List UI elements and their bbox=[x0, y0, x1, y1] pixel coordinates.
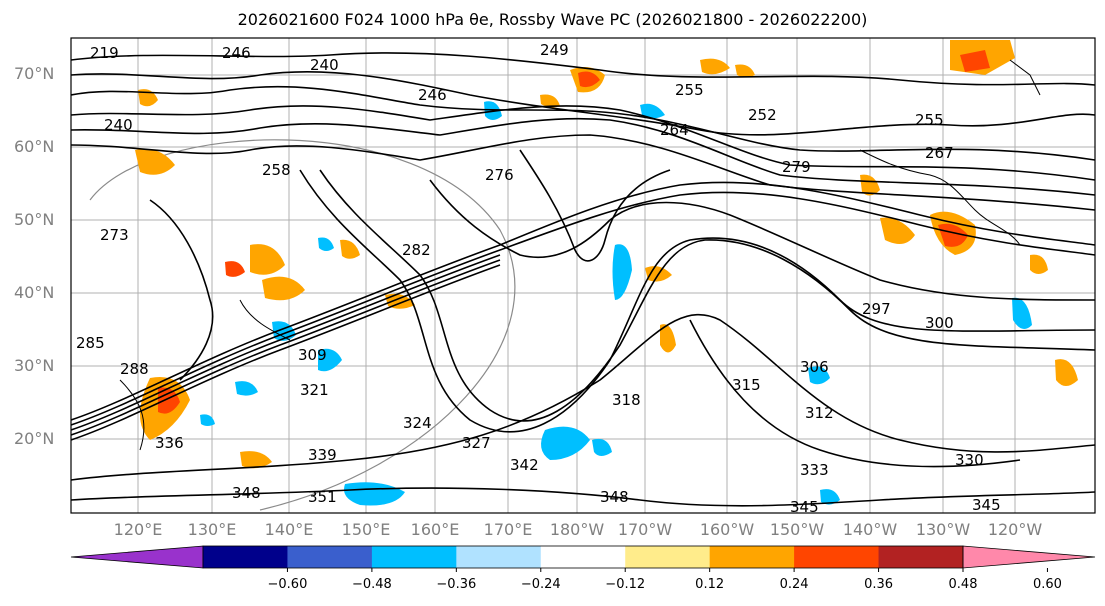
theta-e-contours bbox=[71, 52, 1095, 507]
contour-label: 273 bbox=[100, 226, 129, 244]
contour-label: 258 bbox=[262, 161, 291, 179]
contour-label: 219 bbox=[90, 44, 119, 62]
colorbar-tick-label: −0.36 bbox=[436, 577, 477, 592]
colorbar-segment bbox=[70, 545, 204, 569]
lon-label: 140°E bbox=[264, 520, 314, 539]
map-title: 2026021600 F024 1000 hPa θe, Rossby Wave… bbox=[237, 10, 868, 29]
colorbar-segment bbox=[625, 546, 711, 568]
contour-label: 333 bbox=[800, 461, 829, 479]
lat-label: 40°N bbox=[14, 283, 55, 302]
lon-label: 140°W bbox=[842, 520, 898, 539]
contour-label: 345 bbox=[972, 496, 1001, 514]
contour-label: 348 bbox=[600, 488, 629, 506]
lon-label: 180°W bbox=[549, 520, 605, 539]
lon-label: 170°E bbox=[483, 520, 533, 539]
lat-label: 20°N bbox=[14, 429, 55, 448]
contour-label: 324 bbox=[403, 414, 432, 432]
contour-label: 318 bbox=[612, 391, 641, 409]
lon-label: 160°E bbox=[410, 520, 460, 539]
contour-label: 315 bbox=[732, 376, 761, 394]
colorbar-tick-label: −0.60 bbox=[267, 577, 308, 592]
lon-label: 150°E bbox=[341, 520, 391, 539]
contour-label: 246 bbox=[418, 86, 447, 104]
contour-label: 351 bbox=[308, 488, 337, 506]
colorbar-tick-label: 0.24 bbox=[779, 577, 809, 592]
lon-label: 130°W bbox=[915, 520, 971, 539]
contour-label: 342 bbox=[510, 456, 539, 474]
colorbar-tick-label: 0.60 bbox=[1032, 577, 1062, 592]
lat-label: 70°N bbox=[14, 64, 55, 83]
contour-label: 276 bbox=[485, 166, 514, 184]
contour-label: 321 bbox=[300, 381, 329, 399]
lon-label: 130°E bbox=[187, 520, 237, 539]
contour-label: 330 bbox=[955, 451, 984, 469]
contour-label: 246 bbox=[222, 44, 251, 62]
lat-label: 30°N bbox=[14, 356, 55, 375]
colorbar-segment bbox=[709, 546, 795, 568]
lon-label: 160°W bbox=[699, 520, 755, 539]
contour-label: 309 bbox=[298, 346, 327, 364]
contour-labels: 246 240 249 246 240 255 252 255 267 258 … bbox=[76, 41, 1001, 516]
lon-label: 120°E bbox=[113, 520, 163, 539]
colorbar-segment bbox=[456, 546, 542, 568]
contour-label: 264 bbox=[660, 121, 689, 139]
contour-label: 339 bbox=[308, 446, 337, 464]
map-panel: 246 240 249 246 240 255 252 255 267 258 … bbox=[70, 37, 1096, 516]
contour-label: 345 bbox=[790, 498, 819, 516]
colorbar-tick-label: −0.12 bbox=[605, 577, 646, 592]
contour-label: 348 bbox=[232, 484, 261, 502]
contour-label: 336 bbox=[155, 434, 184, 452]
colorbar-segment bbox=[203, 546, 288, 568]
coastlines bbox=[119, 59, 1041, 451]
colorbar-segment bbox=[962, 545, 1096, 569]
contour-label: 240 bbox=[104, 116, 133, 134]
lon-label: 120°W bbox=[987, 520, 1043, 539]
contour-label: 300 bbox=[925, 314, 954, 332]
colorbar-tick-label: −0.24 bbox=[520, 577, 561, 592]
contour-label: 327 bbox=[462, 434, 491, 452]
contour-label: 255 bbox=[675, 81, 704, 99]
colorbar-segment bbox=[371, 546, 457, 568]
contour-label: 255 bbox=[915, 111, 944, 129]
lat-label: 60°N bbox=[14, 137, 55, 156]
contour-label: 288 bbox=[120, 360, 149, 378]
contour-label: 282 bbox=[402, 241, 431, 259]
contour-label: 279 bbox=[782, 158, 811, 176]
colorbar-tick-label: −0.48 bbox=[351, 577, 392, 592]
contour-label: 267 bbox=[925, 144, 954, 162]
contour-label: 297 bbox=[862, 300, 891, 318]
colorbar-segment bbox=[540, 546, 626, 568]
lon-label: 150°W bbox=[769, 520, 825, 539]
lat-label: 50°N bbox=[14, 210, 55, 229]
contour-label: 252 bbox=[748, 106, 777, 124]
contour-label: 306 bbox=[800, 358, 829, 376]
contour-label: 285 bbox=[76, 334, 105, 352]
contour-label: 240 bbox=[310, 56, 339, 74]
colorbar-segment bbox=[794, 546, 880, 568]
colorbar-segment bbox=[287, 546, 373, 568]
colorbar-tick-label: 0.12 bbox=[695, 577, 725, 592]
colorbar-segment bbox=[878, 546, 964, 568]
colorbar bbox=[70, 545, 1096, 572]
contour-label: 249 bbox=[540, 41, 569, 59]
lon-label: 170°W bbox=[617, 520, 673, 539]
contour-label: 312 bbox=[805, 404, 834, 422]
colorbar-tick-label: 0.48 bbox=[948, 577, 978, 592]
colorbar-tick-label: 0.36 bbox=[864, 577, 894, 592]
